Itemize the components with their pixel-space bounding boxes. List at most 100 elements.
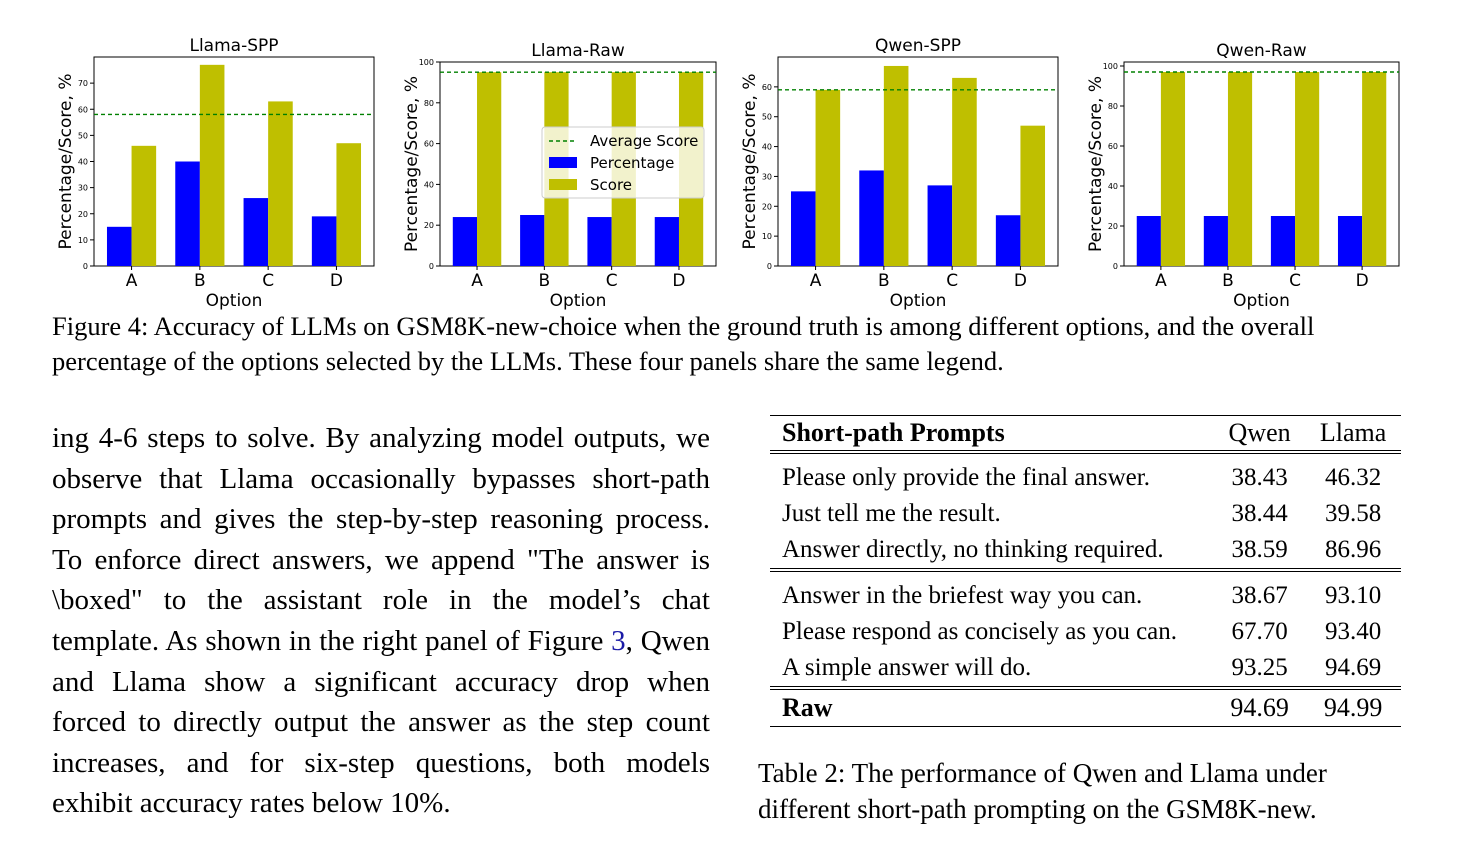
- llama-cell: 86.96: [1305, 532, 1401, 572]
- body-text-part-1: ing 4-6 steps to solve. By analyzing mod…: [52, 422, 710, 657]
- x-axis-label: Option: [206, 291, 263, 310]
- llama-cell: 93.10: [1324, 582, 1382, 609]
- percentage-bar: [311, 216, 337, 266]
- qwen-cell: 38.67: [1231, 582, 1288, 609]
- y-tick-label: 20: [1108, 222, 1118, 231]
- score-bar: [815, 89, 841, 266]
- prompt-cell: Please only provide the final answer.: [782, 464, 1150, 491]
- chart-title: Llama-Raw: [531, 41, 625, 61]
- x-tick-label: A: [126, 271, 138, 291]
- prompt-cell: Just tell me the result.: [782, 500, 1001, 527]
- y-tick-label: 20: [762, 202, 772, 211]
- prompt-cell: Please respond as concisely as you can.: [782, 618, 1178, 645]
- y-tick-label: 100: [419, 58, 434, 67]
- header-qwen: Qwen: [1213, 415, 1306, 454]
- x-tick-label: D: [1356, 271, 1369, 291]
- x-tick-label: D: [1014, 271, 1027, 291]
- score-bar: [477, 72, 502, 266]
- qwen-cell: 93.25: [1213, 650, 1306, 690]
- y-axis-label: Percentage/Score, %: [56, 74, 76, 250]
- y-axis-label: Percentage/Score, %: [402, 76, 422, 252]
- x-tick-label: A: [1155, 271, 1167, 291]
- table-row: A simple answer will do. 93.25 94.69: [770, 650, 1401, 690]
- table-row: Please respond as concisely as you can. 6…: [770, 614, 1401, 650]
- legend-score-swatch: [549, 179, 577, 190]
- figure-4-charts: A B C D 0 10 20 30 40 50 60 70 Llama-SPP Option Percen…: [56, 36, 1400, 310]
- table-row: Answer in the briefest way you can. 38.67…: [770, 570, 1401, 614]
- score-bar: [199, 64, 225, 267]
- x-tick-label: A: [810, 271, 822, 291]
- score-bar: [1362, 72, 1387, 266]
- x-tick-label: C: [606, 271, 618, 291]
- x-tick-label: C: [262, 271, 274, 291]
- y-tick-label: 10: [762, 232, 772, 241]
- x-tick-label: B: [194, 271, 206, 291]
- body-text-part-2: , Qwen and Llama show a significant accu…: [52, 624, 710, 820]
- y-tick-label: 60: [424, 140, 434, 149]
- score-bar: [883, 65, 909, 266]
- header-prompts: Short-path Prompts: [770, 415, 1214, 454]
- score-bar: [1160, 72, 1186, 266]
- x-tick-label: C: [1289, 271, 1301, 291]
- table-2: Short-path Prompts Qwen Llama Please onl…: [770, 415, 1401, 727]
- x-tick-label: A: [471, 271, 483, 291]
- percentage-bar: [1136, 216, 1161, 266]
- y-tick-label: 60: [1108, 142, 1118, 151]
- llama-cell: 46.32: [1324, 464, 1382, 491]
- y-tick-label: 40: [762, 143, 772, 152]
- score-bar: [1227, 72, 1253, 266]
- x-tick-label: B: [1222, 271, 1234, 291]
- percentage-bar: [859, 170, 884, 266]
- chart-title: Llama-SPP: [189, 36, 278, 56]
- x-axis-label: Option: [890, 291, 947, 310]
- chart-title: Qwen-Raw: [1216, 41, 1307, 61]
- y-axis-label: Percentage/Score, %: [740, 74, 760, 250]
- score-bar: [1020, 125, 1046, 267]
- qwen-cell: 94.69: [1213, 688, 1306, 727]
- table-row-raw: Raw 94.69 94.99: [770, 688, 1401, 727]
- x-tick-label: D: [672, 271, 685, 291]
- prompt-cell: Answer in the briefest way you can.: [782, 582, 1143, 609]
- table-row: Please only provide the final answer. 38.…: [770, 452, 1401, 496]
- percentage-bar: [106, 226, 132, 266]
- header-llama: Llama: [1305, 415, 1401, 454]
- y-tick-label: 20: [424, 221, 434, 230]
- y-tick-label: 40: [424, 180, 434, 189]
- y-tick-label: 0: [429, 262, 434, 271]
- legend-score-label: Score: [590, 176, 632, 194]
- body-paragraph: ing 4-6 steps to solve. By analyzing mod…: [52, 418, 710, 824]
- legend-percentage-swatch: [549, 157, 577, 168]
- prompt-cell: Raw: [770, 688, 1214, 727]
- legend-average-label: Average Score: [590, 132, 698, 150]
- y-tick-label: 30: [762, 172, 772, 181]
- y-tick-label: 60: [762, 83, 772, 92]
- y-tick-label: 100: [1103, 62, 1118, 71]
- figure-reference-link[interactable]: 3: [611, 624, 626, 657]
- percentage-bar: [587, 217, 612, 266]
- legend-box: [541, 126, 705, 199]
- percentage-bar: [790, 191, 816, 266]
- llama-cell: 94.69: [1305, 650, 1401, 690]
- x-tick-label: B: [878, 271, 890, 291]
- percentage-bar: [1270, 216, 1296, 266]
- y-axis-label: Percentage/Score, %: [1086, 76, 1106, 252]
- y-tick-label: 10: [78, 236, 88, 245]
- plot-frame: [1123, 61, 1400, 267]
- score-bar: [1295, 72, 1320, 266]
- figure-caption: Figure 4: Accuracy of LLMs on GSM8K-new-…: [52, 311, 1315, 376]
- x-axis-label: Option: [1233, 291, 1290, 310]
- llama-cell: 94.99: [1305, 688, 1401, 727]
- x-axis-label: Option: [550, 291, 607, 310]
- percentage-bar: [1203, 216, 1228, 266]
- prompt-cell: A simple answer will do.: [770, 650, 1214, 690]
- y-tick-label: 40: [78, 158, 88, 167]
- y-tick-label: 40: [1108, 182, 1118, 191]
- y-tick-label: 80: [1108, 102, 1118, 111]
- y-tick-label: 20: [78, 210, 88, 219]
- y-tick-label: 70: [78, 79, 88, 88]
- plot-frame: [777, 56, 1059, 267]
- score-bar: [336, 143, 362, 266]
- percentage-bar: [175, 161, 200, 266]
- score-bar: [131, 145, 157, 266]
- percentage-bar: [452, 217, 478, 266]
